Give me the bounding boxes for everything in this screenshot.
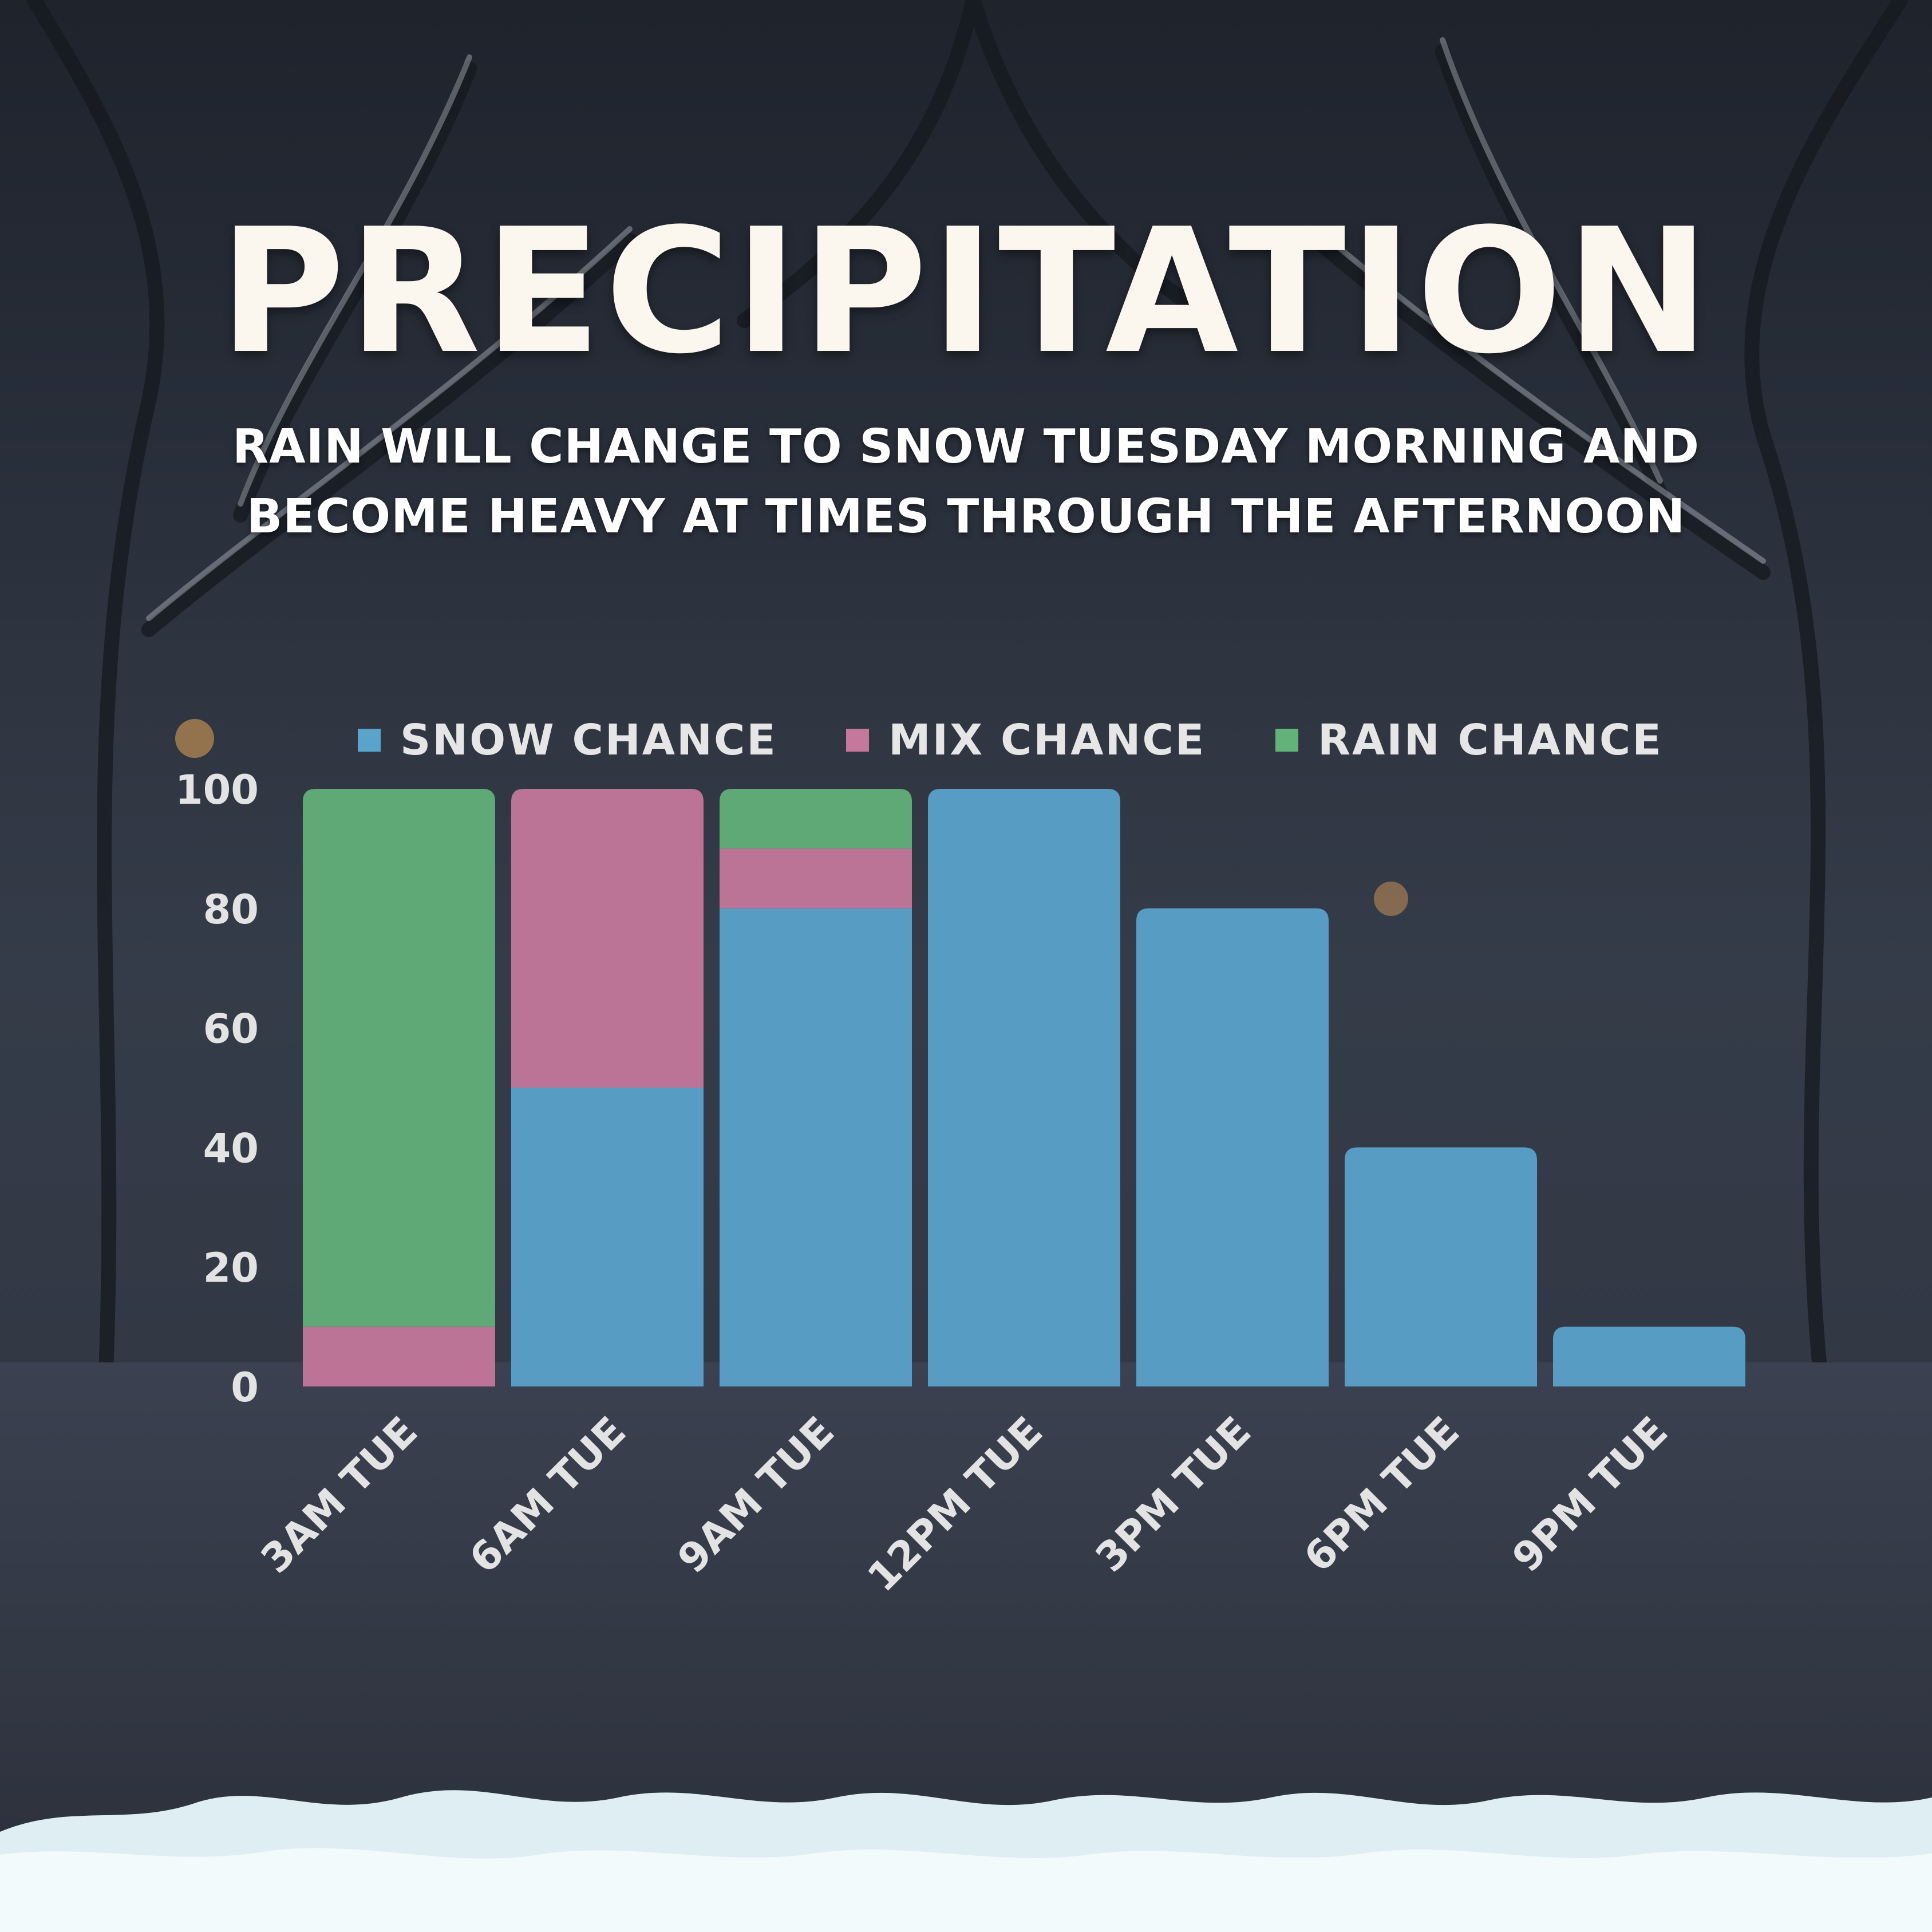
- legend-swatch-mix: [846, 729, 869, 752]
- chart-legend: SNOW CHANCE MIX CHANCE RAIN CHANCE: [0, 707, 1932, 765]
- y-tick-label-80: 80: [203, 886, 259, 933]
- x-tick-label-4: 3PM TUE: [1086, 1408, 1260, 1581]
- x-axis-ticks: 3AM TUE 6AM TUE 9AM TUE 12PM TUE 3PM TUE 6PM …: [252, 1408, 1677, 1601]
- legend-label-snow: SNOW CHANCE: [400, 716, 777, 765]
- x-tick-label-3: 12PM TUE: [859, 1408, 1052, 1601]
- y-tick-label-40: 40: [203, 1125, 259, 1172]
- x-tick-label-0: 3AM TUE: [252, 1408, 426, 1582]
- bar-rain-0: [303, 789, 495, 1327]
- legend-item-mix: MIX CHANCE: [846, 716, 1206, 765]
- y-tick-label-100: 100: [175, 767, 259, 813]
- legend-item-snow: SNOW CHANCE: [358, 716, 777, 765]
- bar-snow-6: [1553, 1326, 1745, 1386]
- bar-mix-1: [511, 789, 704, 1088]
- subtitle-line-1: RAIN WILL CHANGE TO SNOW TUESDAY MORNING…: [232, 420, 1700, 474]
- bars-group: [303, 789, 1745, 1386]
- legend-label-rain: RAIN CHANCE: [1318, 716, 1663, 765]
- chart-subtitle: RAIN WILL CHANGE TO SNOW TUESDAY MORNING…: [172, 412, 1760, 552]
- x-tick-label-1: 6AM TUE: [460, 1408, 635, 1582]
- bar-mix-2: [720, 848, 912, 908]
- y-tick-label-60: 60: [203, 1006, 259, 1053]
- legend-swatch-rain: [1275, 729, 1298, 752]
- legend-label-mix: MIX CHANCE: [888, 716, 1206, 765]
- bar-rain-2: [720, 789, 912, 849]
- x-tick-label-2: 9AM TUE: [669, 1408, 843, 1582]
- y-tick-label-20: 20: [203, 1244, 259, 1291]
- legend-item-rain: RAIN CHANCE: [1275, 716, 1663, 765]
- bar-snow-3: [928, 789, 1120, 1386]
- bar-mix-0: [303, 1326, 495, 1386]
- x-tick-label-5: 6PM TUE: [1295, 1408, 1468, 1581]
- bar-snow-5: [1345, 1147, 1537, 1386]
- bar-snow-1: [511, 1088, 704, 1386]
- chart-title: PRECIPITATION: [219, 192, 1713, 392]
- legend-swatch-snow: [358, 729, 381, 752]
- subtitle-line-2: BECOME HEAVY AT TIMES THROUGH THE AFTERN…: [246, 489, 1686, 544]
- bar-snow-2: [720, 908, 912, 1386]
- x-tick-label-6: 9PM TUE: [1503, 1408, 1677, 1581]
- y-tick-label-0: 0: [231, 1364, 259, 1411]
- y-axis-ticks: 0 20 40 60 80 100: [175, 767, 259, 1411]
- bar-snow-4: [1136, 908, 1329, 1386]
